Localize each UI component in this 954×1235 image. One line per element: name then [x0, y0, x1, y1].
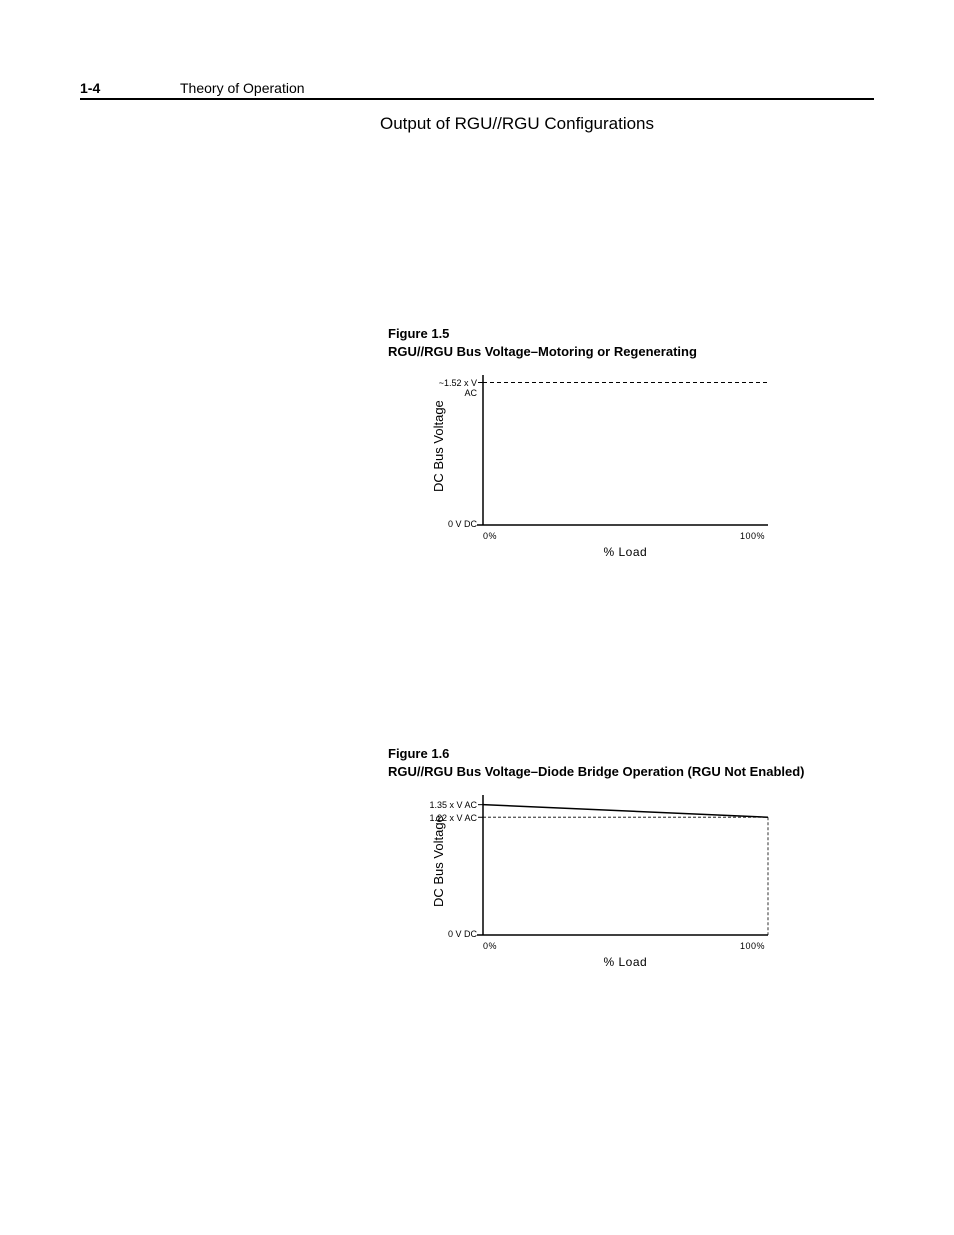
x-tick-min: 0% [483, 941, 497, 951]
chart-2: DC Bus Voltage 1.35 x V AC 1.22 x V AC 0… [388, 795, 805, 935]
page-header: 1-4 Theory of Operation [80, 80, 874, 100]
x-tick-max: 100% [740, 941, 765, 951]
chart-svg [483, 795, 768, 935]
page-number: 1-4 [80, 80, 180, 96]
section-title: Output of RGU//RGU Configurations [380, 114, 874, 134]
y-tick-2: 1.22 x V AC [425, 813, 477, 823]
figure-label: Figure 1.6 [388, 745, 805, 763]
figure-1-5: Figure 1.5 RGU//RGU Bus Voltage–Motoring… [388, 325, 768, 525]
y-axis-label: DC Bus Voltage [431, 816, 446, 908]
y-tick-1: 1.35 x V AC [425, 800, 477, 810]
figure-label: Figure 1.5 [388, 325, 768, 343]
y-tick-top: ~1.52 x V AC [425, 378, 477, 398]
chart-svg [483, 375, 768, 525]
figure-caption: RGU//RGU Bus Voltage–Diode Bridge Operat… [388, 763, 805, 781]
x-tick-max: 100% [740, 531, 765, 541]
chart-1: DC Bus Voltage ~1.52 x V AC 0 V DC 0% 10… [388, 375, 768, 525]
page: 1-4 Theory of Operation Output of RGU//R… [0, 0, 954, 1235]
x-axis-label: % Load [604, 955, 648, 969]
x-axis-label: % Load [604, 545, 648, 559]
y-tick-bottom: 0 V DC [425, 929, 477, 939]
figure-1-6: Figure 1.6 RGU//RGU Bus Voltage–Diode Br… [388, 745, 805, 935]
y-tick-bottom: 0 V DC [425, 519, 477, 529]
chapter-title: Theory of Operation [180, 80, 305, 96]
x-tick-min: 0% [483, 531, 497, 541]
y-axis-label: DC Bus Voltage [431, 401, 446, 493]
figure-caption: RGU//RGU Bus Voltage–Motoring or Regener… [388, 343, 768, 361]
